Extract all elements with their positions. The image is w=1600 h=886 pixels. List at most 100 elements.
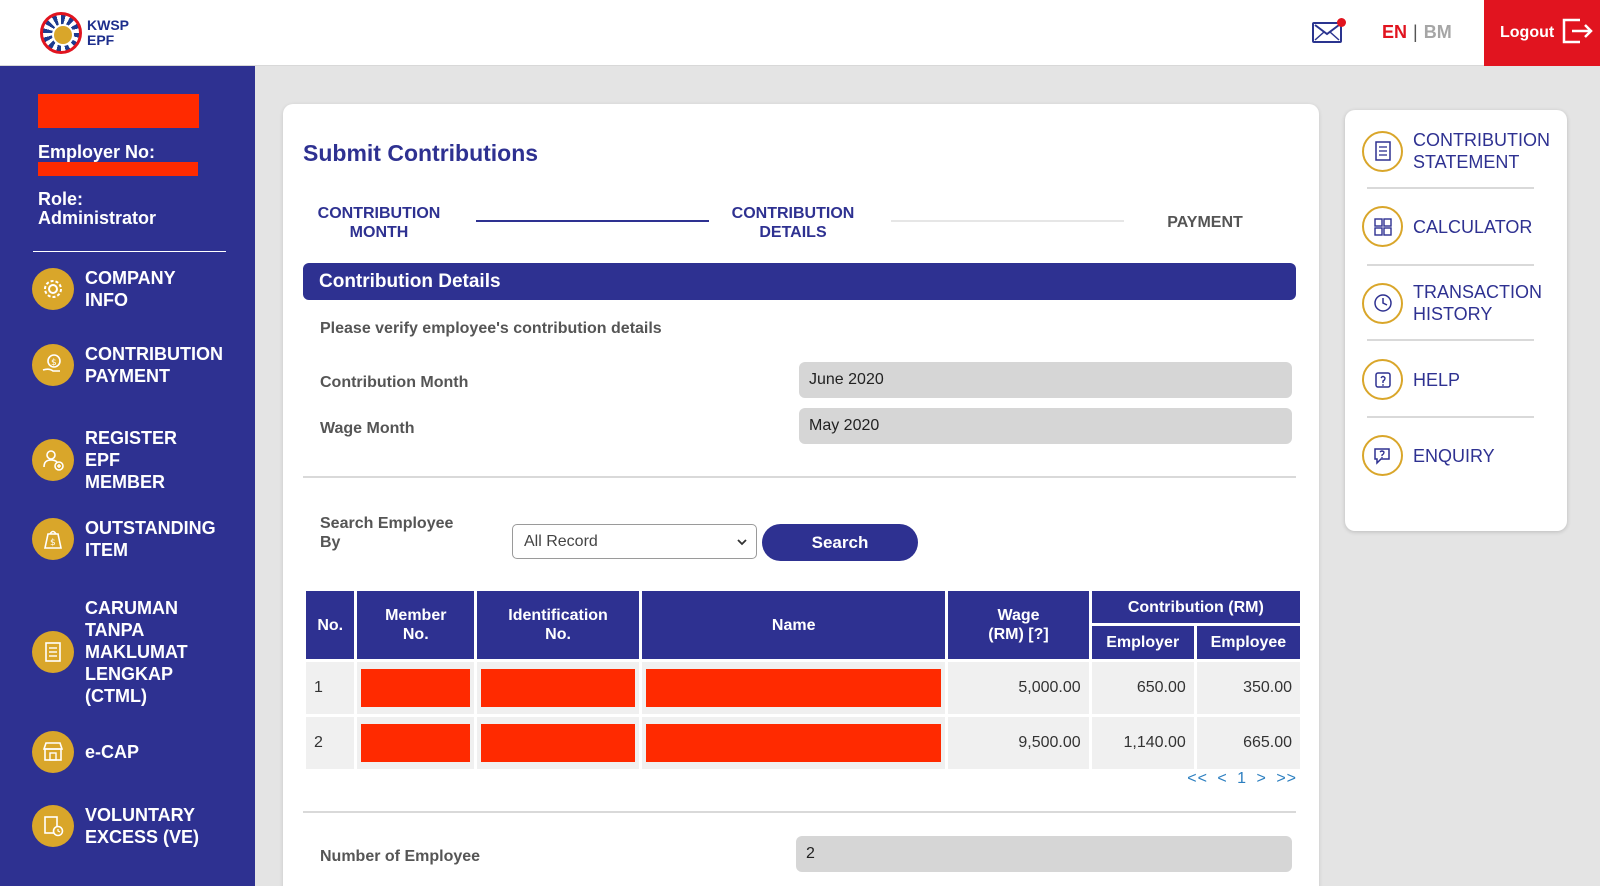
pager-next[interactable]: > xyxy=(1256,770,1267,787)
table-row: 1 5,000.00 650.00 350.00 xyxy=(306,662,1300,714)
search-select-value: All Record xyxy=(524,533,598,550)
quick-link-calculator[interactable]: CALCULATOR xyxy=(1362,206,1532,247)
sidebar-item-label: CARUMAN TANPA MAKLUMAT LENGKAP (CTML) xyxy=(85,598,188,706)
enquiry-icon xyxy=(1362,435,1403,476)
sidebar-item-label: COMPANY INFO xyxy=(85,268,176,310)
sidebar-item-label: REGISTER EPF MEMBER xyxy=(85,428,178,492)
clock-document-icon xyxy=(32,805,74,847)
row-wage: 9,500.00 xyxy=(948,717,1089,769)
row-employee: 350.00 xyxy=(1196,662,1300,714)
row-employee: 665.00 xyxy=(1196,717,1300,769)
lang-bm-link[interactable]: BM xyxy=(1423,22,1452,42)
logo-line-2: EPF xyxy=(87,32,115,48)
redacted-identification-no xyxy=(477,662,640,714)
pagination: << < 1 > >> xyxy=(1183,770,1297,788)
document-icon xyxy=(32,631,74,673)
quick-link-label: TRANSACTION HISTORY xyxy=(1413,282,1543,324)
pager-first[interactable]: << xyxy=(1187,770,1208,787)
search-button[interactable]: Search xyxy=(762,524,918,561)
calculator-icon xyxy=(1362,206,1403,247)
logout-button[interactable]: Logout xyxy=(1484,0,1600,66)
redacted-company-name xyxy=(38,94,199,128)
sidebar-item-e-cap[interactable]: e-CAP xyxy=(32,731,139,773)
table-row: 2 9,500.00 1,140.00 665.00 xyxy=(306,717,1300,769)
header-employer: Employer xyxy=(1091,626,1194,659)
step-line-pending xyxy=(891,220,1124,222)
mail-icon[interactable] xyxy=(1312,18,1346,43)
lang-separator: | xyxy=(1413,22,1418,42)
contribution-month-label: Contribution Month xyxy=(320,374,469,391)
quick-link-contribution-statement[interactable]: CONTRIBUTION STATEMENT xyxy=(1362,129,1550,173)
header-wage[interactable]: Wage (RM) [?] xyxy=(948,591,1089,659)
redacted-member-no xyxy=(357,717,475,769)
wage-month-field: May 2020 xyxy=(799,408,1292,444)
step-contribution-month: CONTRIBUTION MONTH xyxy=(317,205,441,241)
logo-line-1: KWSP xyxy=(87,17,129,33)
role-label: Role: Administrator xyxy=(38,189,157,228)
step-payment: PAYMENT xyxy=(1167,214,1243,231)
row-employer: 650.00 xyxy=(1091,662,1194,714)
kwsp-logo[interactable]: KWSP EPF xyxy=(40,12,129,54)
sidebar-item-contribution-payment[interactable]: $ CONTRIBUTION PAYMENT xyxy=(32,343,223,387)
panel-divider xyxy=(1367,416,1534,418)
redacted-member-no xyxy=(357,662,475,714)
step-line-completed xyxy=(476,220,709,222)
sidebar-item-register-epf-member[interactable]: REGISTER EPF MEMBER xyxy=(32,427,177,493)
logout-icon xyxy=(1560,16,1594,51)
sidebar-item-ctml[interactable]: CARUMAN TANPA MAKLUMAT LENGKAP (CTML) xyxy=(32,597,188,707)
number-of-employee-field: 2 xyxy=(796,836,1292,872)
panel-divider xyxy=(1367,339,1534,341)
sidebar-item-label: e-CAP xyxy=(85,742,140,762)
redacted-identification-no xyxy=(477,717,640,769)
gear-icon xyxy=(32,268,74,310)
row-employer: 1,140.00 xyxy=(1091,717,1194,769)
panel-divider xyxy=(1367,264,1534,266)
sidebar-item-outstanding-item[interactable]: $ OUTSTANDING ITEM xyxy=(32,517,216,561)
logo-text: KWSP EPF xyxy=(87,18,129,48)
help-icon xyxy=(1362,359,1403,400)
row-no: 2 xyxy=(306,717,355,769)
quick-link-transaction-history[interactable]: TRANSACTION HISTORY xyxy=(1362,281,1542,325)
sidebar-item-label: VOLUNTARY EXCESS (VE) xyxy=(85,805,200,847)
pager-last[interactable]: >> xyxy=(1276,770,1297,787)
kwsp-emblem-icon xyxy=(40,12,82,54)
history-icon xyxy=(1362,282,1403,324)
divider xyxy=(303,476,1296,478)
store-icon xyxy=(32,731,74,773)
pager-current[interactable]: 1 xyxy=(1237,770,1248,787)
quick-link-label: HELP xyxy=(1413,369,1461,390)
contribution-month-field: June 2020 xyxy=(799,362,1292,398)
dollar-hand-icon: $ xyxy=(32,344,74,386)
quick-link-label: CONTRIBUTION STATEMENT xyxy=(1413,130,1550,172)
add-user-icon xyxy=(32,439,74,481)
step-contribution-details: CONTRIBUTION DETAILS xyxy=(731,205,855,241)
header-member-no: Member No. xyxy=(357,591,475,659)
quick-link-help[interactable]: HELP xyxy=(1362,359,1460,400)
sidebar-item-label: CONTRIBUTION PAYMENT xyxy=(85,344,223,386)
top-header: KWSP EPF EN | BM Logout xyxy=(0,0,1600,66)
sidebar-divider xyxy=(33,251,226,252)
verify-instruction: Please verify employee's contribution de… xyxy=(320,320,662,337)
lang-en-link[interactable]: EN xyxy=(1382,22,1408,42)
employer-no-label: Employer No: xyxy=(38,142,156,162)
redacted-employer-no xyxy=(38,162,198,176)
redacted-name xyxy=(642,717,946,769)
page-title: Submit Contributions xyxy=(303,140,539,166)
search-by-select[interactable]: All Record xyxy=(512,524,757,559)
quick-link-enquiry[interactable]: ENQUIRY xyxy=(1362,435,1495,476)
redacted-name xyxy=(642,662,946,714)
pager-prev[interactable]: < xyxy=(1217,770,1228,787)
divider xyxy=(303,811,1296,813)
sidebar-item-company-info[interactable]: COMPANY INFO xyxy=(32,267,176,311)
row-wage: 5,000.00 xyxy=(948,662,1089,714)
main-card: Submit Contributions CONTRIBUTION MONTH … xyxy=(283,104,1319,886)
section-header-contribution-details: Contribution Details xyxy=(303,263,1296,300)
sidebar-item-voluntary-excess[interactable]: VOLUNTARY EXCESS (VE) xyxy=(32,804,199,848)
header-no: No. xyxy=(306,591,355,659)
sidebar-item-label: OUTSTANDING ITEM xyxy=(85,518,216,560)
header-name: Name xyxy=(642,591,946,659)
logout-label: Logout xyxy=(1500,24,1555,41)
header-contribution: Contribution (RM) xyxy=(1091,591,1300,623)
statement-icon xyxy=(1362,130,1403,172)
wage-month-label: Wage Month xyxy=(320,420,415,437)
